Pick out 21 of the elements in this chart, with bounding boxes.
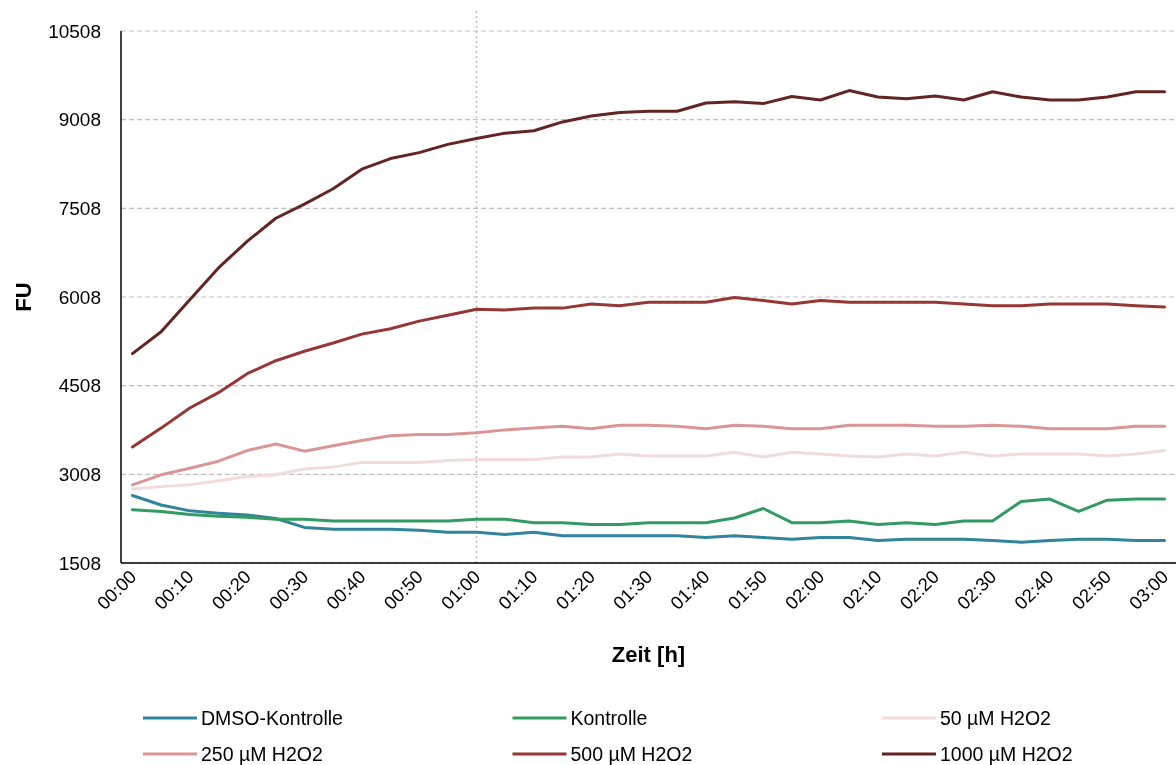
legend-label: 50 µM H2O2: [940, 706, 1051, 729]
y-tick-label: 1508: [58, 552, 101, 574]
line-series: [130, 89, 1167, 356]
line-series: [130, 497, 1167, 526]
line-series: [130, 494, 1167, 544]
y-tick-label: 4508: [58, 375, 101, 397]
legend-label: DMSO-Kontrolle: [201, 706, 343, 729]
line-series: [130, 423, 1167, 487]
x-axis-title: Zeit [h]: [611, 642, 686, 667]
y-tick-label: 9008: [58, 109, 101, 131]
legend-label: 500 µM H2O2: [570, 742, 693, 765]
legend-label: 250 µM H2O2: [201, 742, 323, 765]
y-tick-label: 3008: [58, 463, 101, 485]
y-axis-title: FU: [11, 282, 36, 312]
line-series: [130, 449, 1167, 491]
legend-label: Kontrolle: [570, 706, 648, 729]
y-tick-label: 10508: [48, 20, 101, 42]
legend-label: 1000 µM H2O2: [940, 742, 1073, 765]
y-tick-label: 6008: [58, 286, 101, 308]
y-tick-label: 7508: [58, 197, 101, 219]
line-series: [130, 295, 1167, 449]
